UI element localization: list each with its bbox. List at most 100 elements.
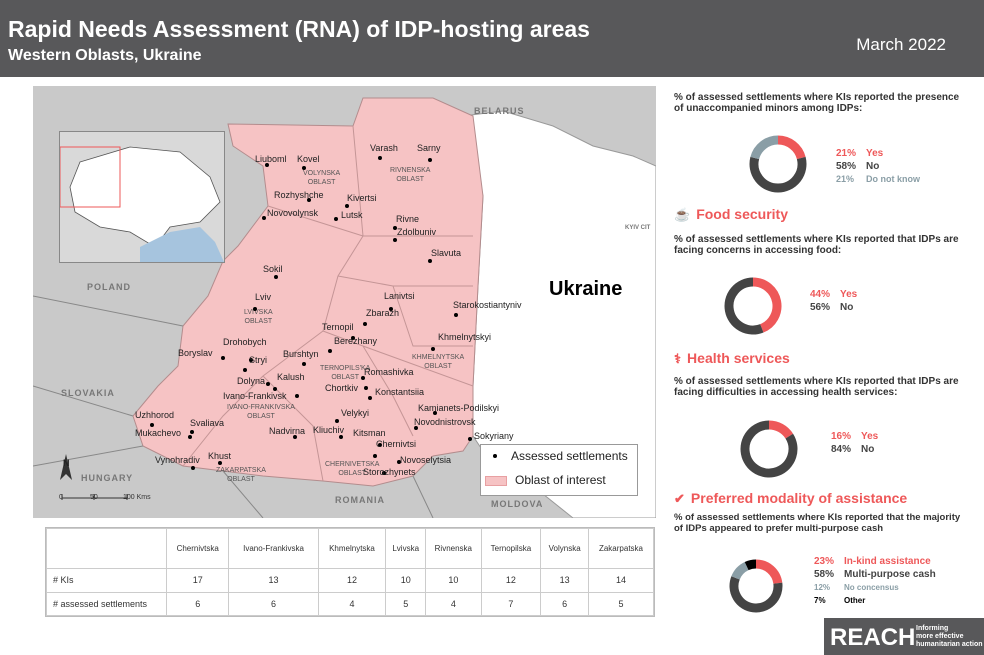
reach-tagline: Informing more effective humanitarian ac… — [916, 625, 983, 648]
modality-question: % of assessed settlements where KIs repo… — [674, 512, 961, 534]
inset-ukraine-shape — [69, 146, 221, 248]
settlement-label: Sokil — [263, 264, 283, 274]
legend-oblast-swatch — [485, 476, 507, 486]
settlement-label: Velykyi — [341, 408, 370, 418]
reach-logo: REACH Informing more effective humanitar… — [824, 618, 984, 655]
column-header: Volynska — [540, 528, 589, 569]
settlement-dot — [351, 336, 355, 340]
scale-tick-100: 100 Kms — [123, 494, 151, 501]
checkmark-icon: ✔ — [674, 491, 685, 506]
settlement-label: Kovel — [297, 154, 320, 164]
legend-item: 21% Do not know — [836, 174, 920, 184]
settlement-label: Kitsman — [353, 428, 386, 438]
settlement-label: Kivertsi — [347, 193, 377, 203]
modality-section-title: ✔ Preferred modality of assistance — [674, 490, 908, 506]
health-caduceus-icon: ⚕ — [674, 351, 682, 366]
map-legend: Assessed settlements Oblast of interest — [480, 444, 638, 496]
legend-item: 23% In-kind assistance — [814, 556, 931, 567]
table-cell: 13 — [228, 568, 319, 593]
settlement-label: Starokostiantyniv — [453, 300, 522, 310]
table-cell: 5 — [385, 591, 427, 616]
donut-slice-0 — [755, 559, 783, 585]
minors-legend: 21% Yes 58% No 21% Do not know — [836, 147, 920, 186]
settlement-dot — [431, 347, 435, 351]
settlement-label: Ternopil — [322, 322, 354, 332]
settlement-label: Slavuta — [431, 248, 462, 258]
country-label-slovakia: SLOVAKIA — [61, 388, 115, 398]
settlement-dot — [191, 466, 195, 470]
oblast-label-khmelnytska: KHMELNYTSKA OBLAST — [412, 354, 465, 370]
donut-slice-2 — [750, 135, 779, 160]
table-cell: 7 — [480, 591, 542, 616]
oblast-label-volynska: VOLYNSKA OBLAST — [303, 170, 341, 186]
settlement-dot — [188, 435, 192, 439]
legend-oblast-label: Oblast of interest — [515, 473, 606, 487]
legend-item: 58% No — [836, 161, 880, 172]
oblast-label-lvivska: LVIVSKA OBLAST — [244, 309, 273, 325]
settlement-label: Drohobych — [223, 337, 267, 347]
modality-donut — [729, 559, 783, 613]
legend-item: 7% Other — [814, 596, 866, 605]
settlement-dot — [363, 322, 367, 326]
settlement-label: Kalush — [277, 372, 305, 382]
donut-slice-1 — [740, 420, 798, 478]
donut-slice-1 — [724, 277, 764, 335]
table-cell: 12 — [480, 568, 542, 593]
settlement-label: Vynohradiv — [155, 455, 200, 465]
food-section-title: ☕ Food security — [674, 206, 788, 222]
row-header: # assessed settlements — [46, 591, 167, 616]
settlement-dot — [368, 396, 372, 400]
settlement-dot — [253, 307, 257, 311]
settlement-label: Novovolynsk — [267, 208, 319, 218]
legend-dot-icon — [493, 454, 497, 458]
donut-slice-0 — [777, 135, 806, 160]
column-header: Khmelnytska — [317, 528, 387, 569]
donut-slice-2 — [731, 562, 749, 580]
minors-donut — [749, 135, 807, 193]
settlement-dot — [393, 238, 397, 242]
settlement-dot — [262, 216, 266, 220]
health-donut — [740, 420, 798, 478]
settlement-dot — [389, 307, 393, 311]
legend-item: 58% Multi-purpose cash — [814, 569, 936, 580]
settlement-label: Kliuchiv — [313, 425, 345, 435]
country-label-moldova: MOLDOVA — [491, 499, 544, 509]
settlement-label: Kamianets-Podilskyi — [418, 403, 500, 413]
settlement-label: Romashivka — [364, 367, 414, 377]
table-cell: 6 — [540, 591, 589, 616]
settlement-label: Ivano-Frankivsk — [223, 391, 287, 401]
legend-item: 84% No — [831, 444, 875, 455]
settlement-label: Lanivtsi — [384, 291, 415, 301]
summary-table: Chernivtska Ivano-Frankivska Khmelnytska… — [45, 527, 655, 617]
settlement-dot — [302, 362, 306, 366]
modality-legend: 23% In-kind assistance 58% Multi-purpose c… — [814, 555, 936, 607]
settlement-label: Zbarazh — [366, 308, 400, 318]
food-legend: 44% Yes 56% No — [810, 288, 857, 314]
table-cell: 10 — [385, 568, 427, 593]
settlement-label: Sokyriany — [474, 431, 514, 441]
table-row: # KIs 17 13 12 10 10 12 13 14 — [46, 568, 655, 593]
ukraine-label: Ukraine — [549, 278, 623, 300]
settlement-dot — [393, 226, 397, 230]
food-donut — [724, 277, 782, 335]
settlement-label: Lviv — [255, 292, 272, 302]
country-borders — [33, 295, 434, 518]
legend-item: 56% No — [810, 302, 854, 313]
legend-item: 16% Yes — [831, 431, 879, 442]
scale-tick-50: 50 — [90, 494, 98, 501]
oblast-boundaries — [182, 125, 474, 482]
settlement-label: Berezhany — [334, 336, 378, 346]
table-corner — [46, 528, 167, 569]
settlement-dot — [307, 198, 311, 202]
settlement-dot — [265, 163, 269, 167]
settlement-dot — [433, 411, 437, 415]
settlement-label: Rozhyshche — [274, 190, 324, 200]
settlement-label: Novoselytsia — [400, 455, 452, 465]
table-cell: 4 — [425, 591, 482, 616]
table-cell: 17 — [165, 568, 230, 593]
oblast-label-rivnenska: RIVNENSKA OBLAST — [390, 167, 431, 183]
settlement-dot — [364, 386, 368, 390]
settlement-dot — [428, 158, 432, 162]
column-header: Lvivska — [385, 528, 427, 569]
column-header: Ternopilska — [480, 528, 542, 569]
